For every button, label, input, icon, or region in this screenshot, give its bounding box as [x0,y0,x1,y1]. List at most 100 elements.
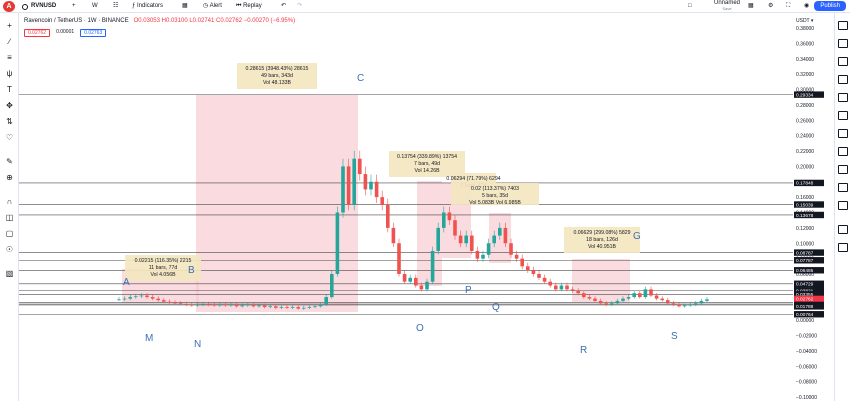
sell-price-chip[interactable]: 0.02762 [24,29,51,37]
trash-icon[interactable]: ▧ [5,269,14,278]
layers-icon[interactable] [838,243,848,252]
candle-body [470,235,474,251]
fullscreen-icon[interactable]: ⛶ [786,3,791,9]
alerts-panel-icon[interactable] [838,39,848,48]
layout-grid-icon[interactable]: ▦ [182,3,188,9]
alarm-icon: ◷ [203,3,209,9]
redo-icon[interactable]: ↷ [297,3,303,9]
ideas-icon[interactable] [838,111,848,120]
measure-zone[interactable] [196,95,358,312]
interval-button[interactable]: W [92,3,98,9]
point-label-n[interactable]: N [194,339,201,350]
price-tag[interactable] [794,211,824,219]
horizontal-lines-icon[interactable]: ≡ [7,53,12,62]
replay-button[interactable]: ⏮ Replay [236,2,262,11]
price-tag[interactable] [794,295,824,303]
layout-grid-icon[interactable]: ▦ [748,3,754,9]
measure-box[interactable] [564,227,640,253]
candle-body [246,304,250,306]
alert-button[interactable]: ◷ Alert [203,2,222,11]
price-tag[interactable] [794,249,824,256]
candle-body [425,281,429,290]
price-tag[interactable] [794,257,824,264]
measure-box[interactable] [451,183,539,205]
ruler-icon[interactable]: ✎ [6,157,13,166]
watchlist-icon[interactable] [838,21,848,30]
price-tag[interactable] [794,311,824,318]
candle-body [201,303,205,305]
tradingview-logo-icon[interactable]: A [3,1,15,12]
camera-icon[interactable]: ◉ [804,3,810,9]
publish-button[interactable]: Publish [814,1,846,11]
help-icon[interactable] [838,201,848,210]
price-tag[interactable] [794,303,824,310]
undo-icon[interactable]: ↶ [281,3,287,9]
point-label-r[interactable]: R [580,345,587,356]
data-window-icon[interactable] [838,57,848,66]
zoom-icon[interactable]: ⊕ [6,173,13,182]
price-tag[interactable] [794,267,824,274]
point-label-o[interactable]: O [416,323,424,334]
price-tag[interactable] [794,287,824,294]
chat-icon[interactable] [838,129,848,138]
point-label-m[interactable]: M [145,333,153,344]
buy-price-chip[interactable]: 0.02763 [80,29,107,37]
prediction-icon[interactable]: ⇅ [6,117,13,126]
object-tree-icon[interactable] [838,225,848,234]
point-label-q[interactable]: Q [492,302,500,313]
symbol-label: RVNUSD [31,3,57,9]
lock-icon[interactable]: ▢ [5,229,14,238]
pattern-icon[interactable]: ✥ [6,101,13,110]
point-label-p[interactable]: P [465,285,472,296]
measure-box[interactable] [125,255,201,281]
calendar-icon[interactable] [838,93,848,102]
notifications-icon[interactable] [838,147,848,156]
magnet-icon[interactable]: ∩ [6,197,13,206]
candle-body [173,302,177,304]
candle-body [363,174,368,190]
symbol-search-button[interactable]: RVNUSD [22,2,70,11]
axis-tick-label: 0.12000 [796,226,814,232]
settings-icon[interactable]: ⚙ [768,3,774,9]
layout-name-button[interactable]: Unnamed Save [714,0,740,12]
price-tag-label: 0.01788 [796,304,814,310]
point-label-b[interactable]: B [188,265,195,276]
heart-icon[interactable]: ♡ [5,133,14,142]
news-icon[interactable] [838,165,848,174]
price-tag[interactable] [794,280,824,287]
point-label-a[interactable]: A [123,277,130,288]
price-tag[interactable] [794,91,824,98]
candle-body [206,303,211,305]
candle-body [257,305,261,307]
hotlist-icon[interactable] [838,75,848,84]
text-tool-icon[interactable]: T [7,85,12,94]
price-tag[interactable] [794,179,824,187]
measure-box[interactable] [389,151,465,177]
trend-line-icon[interactable]: ∕ [8,37,11,46]
lock-drawings-icon[interactable]: ◫ [5,213,14,222]
candle-body [414,277,418,286]
pine-editor-icon[interactable] [838,183,848,192]
point-label-g[interactable]: G [633,231,641,242]
candle-body [503,227,508,244]
price-tag[interactable] [794,291,824,298]
add-symbol-icon[interactable]: + [72,3,76,9]
pitchfork-icon[interactable]: ψ [6,69,13,78]
indicators-button[interactable]: ƒ Indicators [132,2,163,11]
candle-body [386,204,390,228]
axis-currency[interactable]: USDT ▾ [796,18,814,24]
chart-type-icon[interactable]: ☷ [113,3,119,9]
price-tag-label: 0.04729 [796,282,814,288]
candle-body [526,266,530,271]
point-label-c[interactable]: C [357,73,364,84]
price-tag[interactable] [794,201,824,208]
measure-box[interactable] [237,63,317,89]
right-toolbar [834,13,850,401]
measure-zone[interactable] [572,259,630,302]
measure-box-text: Vol 48.133B [263,80,292,86]
point-label-s[interactable]: S [671,331,678,342]
layout-checkbox-icon[interactable]: □ [688,3,692,9]
crosshair-icon[interactable]: + [7,21,12,30]
eye-icon[interactable]: ☉ [5,245,14,254]
